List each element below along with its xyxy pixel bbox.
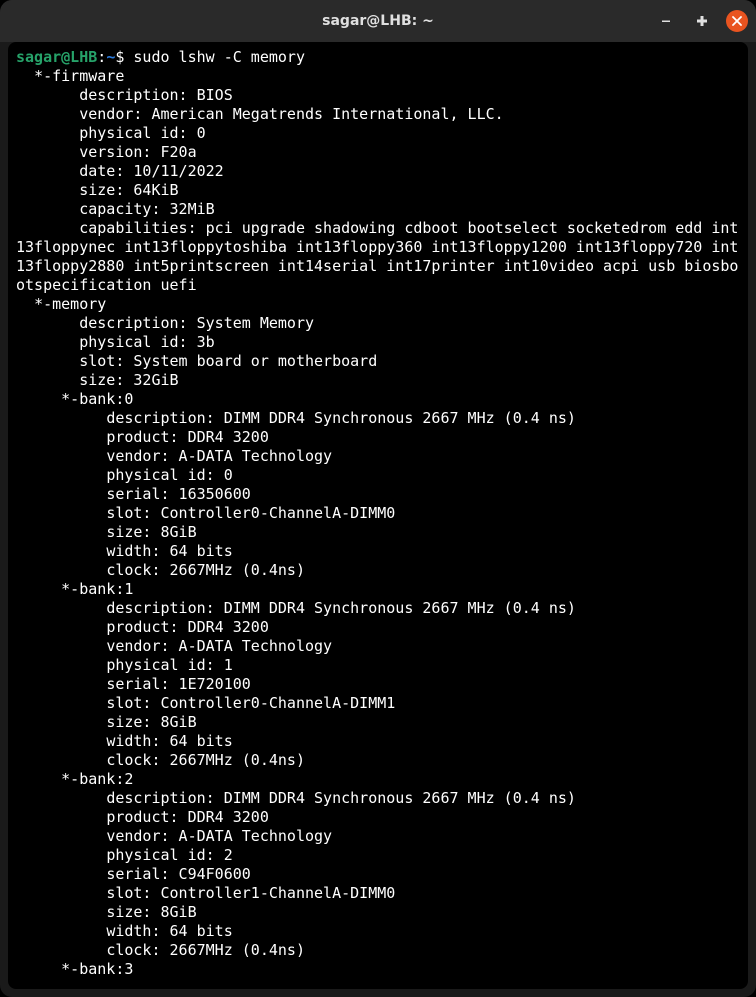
- close-icon: [732, 16, 742, 26]
- prompt-dollar: $: [115, 48, 133, 66]
- titlebar[interactable]: sagar@LHB: ~: [0, 0, 756, 42]
- close-button[interactable]: [726, 10, 748, 32]
- command-text: sudo lshw -C memory: [133, 48, 305, 66]
- terminal-window: sagar@LHB: ~ sagar@LHB:~$ sudo lshw -C m…: [0, 0, 756, 997]
- terminal-body[interactable]: sagar@LHB:~$ sudo lshw -C memory *-firmw…: [8, 42, 748, 989]
- maximize-icon: [695, 14, 709, 28]
- minimize-button[interactable]: [654, 9, 678, 33]
- terminal-content: sagar@LHB:~$ sudo lshw -C memory *-firmw…: [16, 48, 740, 979]
- window-controls: [654, 9, 748, 33]
- prompt-path: ~: [106, 48, 115, 66]
- window-title: sagar@LHB: ~: [322, 13, 434, 29]
- minimize-icon: [660, 15, 672, 27]
- prompt-user-host: sagar@LHB: [16, 48, 97, 66]
- maximize-button[interactable]: [690, 9, 714, 33]
- terminal-output: *-firmware description: BIOS vendor: Ame…: [16, 67, 738, 978]
- prompt-colon: :: [97, 48, 106, 66]
